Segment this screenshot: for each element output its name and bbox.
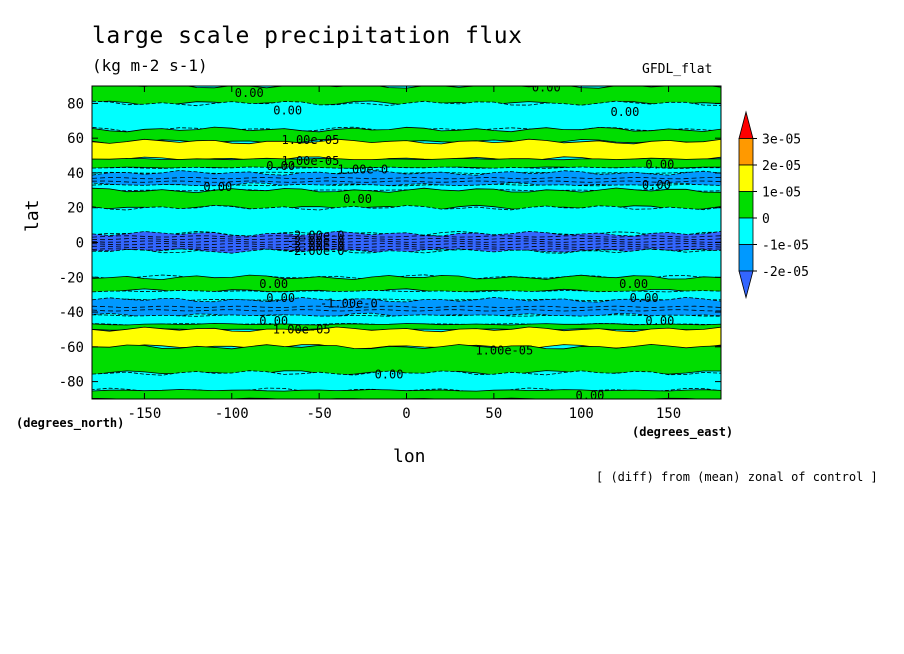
colorbar-label: 1e-05 bbox=[762, 186, 801, 201]
contour-label: 0.00 bbox=[642, 178, 671, 192]
contour-label: 1.00e-0 bbox=[338, 162, 389, 176]
footnote: [ (diff) from (mean) zonal of control ] bbox=[596, 470, 878, 484]
contour-band bbox=[92, 343, 721, 376]
colorbar-segment bbox=[738, 244, 754, 272]
contour-line bbox=[92, 235, 721, 238]
colorbar-segment bbox=[738, 164, 754, 192]
colorbar-label: -2e-05 bbox=[762, 265, 809, 280]
colorbar-segment bbox=[738, 270, 754, 300]
y-axis-units: (degrees_north) bbox=[16, 416, 125, 430]
x-tick-label: 100 bbox=[569, 406, 594, 422]
x-axis-units: (degrees_east) bbox=[632, 425, 734, 439]
contour-label: -2.00e-0 bbox=[287, 239, 345, 253]
chart-title: large scale precipitation flux bbox=[92, 23, 523, 49]
colorbar-label: -1e-05 bbox=[762, 239, 809, 254]
contour-label: 1.00e-05 bbox=[273, 322, 331, 336]
contour-band bbox=[92, 204, 721, 237]
colorbar-segment bbox=[738, 191, 754, 219]
contour-label: -2.00e-0 bbox=[287, 229, 345, 243]
x-axis-label: lon bbox=[393, 446, 426, 467]
contour-labels: 0.00 0.000.00 0.001.00e-051.00e-050.00 1.00… bbox=[203, 81, 674, 403]
contour-label: 0.00 bbox=[610, 105, 639, 119]
contour-fill-bands bbox=[92, 86, 721, 399]
contour-label: -2.00e-0 bbox=[287, 244, 345, 258]
colorbar-segment bbox=[738, 217, 754, 245]
contour-band bbox=[92, 138, 721, 162]
contour-label: 0.00 bbox=[203, 180, 232, 194]
x-tick-label: -150 bbox=[128, 406, 162, 422]
model-label: GFDL_flat bbox=[642, 62, 713, 77]
contour-label: 0.00 bbox=[259, 314, 288, 328]
x-tick-label: -50 bbox=[306, 406, 331, 422]
colorbar-label: 2e-05 bbox=[762, 159, 801, 174]
y-tick-label: -40 bbox=[59, 305, 84, 321]
contour-label: 0.00 bbox=[645, 314, 674, 328]
contour-line bbox=[92, 248, 721, 251]
y-tick-label: -80 bbox=[59, 375, 84, 391]
contour-band bbox=[92, 370, 721, 393]
contour-label: 0.00 bbox=[645, 157, 674, 171]
contour-label: -1.00e-0 bbox=[320, 296, 378, 310]
contour-line bbox=[92, 240, 721, 243]
contour-label: 1.00e-05 bbox=[475, 343, 533, 357]
contour-label: 0.00 bbox=[576, 389, 605, 403]
contour-line bbox=[92, 309, 721, 312]
contour-label: 0.00 bbox=[259, 277, 288, 291]
x-axis-ticks: -150 -100 -50 0 50 100 150 bbox=[128, 86, 681, 422]
contour-label: 0.00 bbox=[266, 159, 295, 173]
contour-label: 0.00 bbox=[343, 192, 372, 206]
contour-line bbox=[92, 243, 721, 246]
contour-band bbox=[92, 157, 721, 169]
contour-line bbox=[92, 180, 721, 183]
contour-band bbox=[92, 170, 721, 189]
contour-label: 0.00 bbox=[235, 86, 264, 100]
contour-label: 0.00 bbox=[630, 291, 659, 305]
y-tick-label: -20 bbox=[59, 270, 84, 286]
y-tick-label: 0 bbox=[76, 236, 84, 252]
y-tick-label: 20 bbox=[67, 201, 84, 217]
x-tick-label: 150 bbox=[656, 406, 681, 422]
contour-label: 0.00 bbox=[273, 103, 302, 117]
contour-label: 0.00 bbox=[532, 81, 561, 95]
y-axis-ticks: -80 -60 -40 -20 0 20 40 60 80 bbox=[59, 96, 721, 391]
contour-label: 1.00e-05 bbox=[282, 154, 340, 168]
contour-line bbox=[92, 305, 721, 308]
colorbar-segment bbox=[738, 110, 754, 139]
contour-label: 0.00 bbox=[266, 291, 295, 305]
contour-line bbox=[92, 237, 721, 241]
contour-label: 1.00e-05 bbox=[282, 133, 340, 147]
contour-band bbox=[92, 296, 721, 319]
colorbar-label: 3e-05 bbox=[762, 133, 801, 148]
contour-band bbox=[92, 248, 721, 281]
y-tick-label: 40 bbox=[67, 166, 84, 182]
x-tick-label: -100 bbox=[215, 406, 249, 422]
contour-label: 0.00 bbox=[375, 368, 404, 382]
y-tick-label: -60 bbox=[59, 340, 84, 356]
colorbar-label: 0 bbox=[762, 212, 770, 227]
colorbar: 3e-05 2e-05 1e-05 0 -1e-05 -2e-05 bbox=[738, 110, 809, 300]
contour-label: -2.00e-0 bbox=[287, 234, 345, 248]
chart-units: (kg m-2 s-1) bbox=[92, 56, 208, 75]
contour-line bbox=[92, 177, 721, 180]
x-tick-label: 0 bbox=[402, 406, 410, 422]
y-tick-label: 60 bbox=[67, 131, 84, 147]
contour-line bbox=[92, 245, 721, 248]
x-tick-label: 50 bbox=[485, 406, 502, 422]
contour-band bbox=[92, 326, 721, 350]
contour-label: 0.00 bbox=[619, 277, 648, 291]
y-axis-label: lat bbox=[22, 199, 43, 232]
y-tick-label: 80 bbox=[67, 96, 84, 112]
contour-lines bbox=[92, 177, 721, 312]
colorbar-segment bbox=[738, 138, 754, 166]
